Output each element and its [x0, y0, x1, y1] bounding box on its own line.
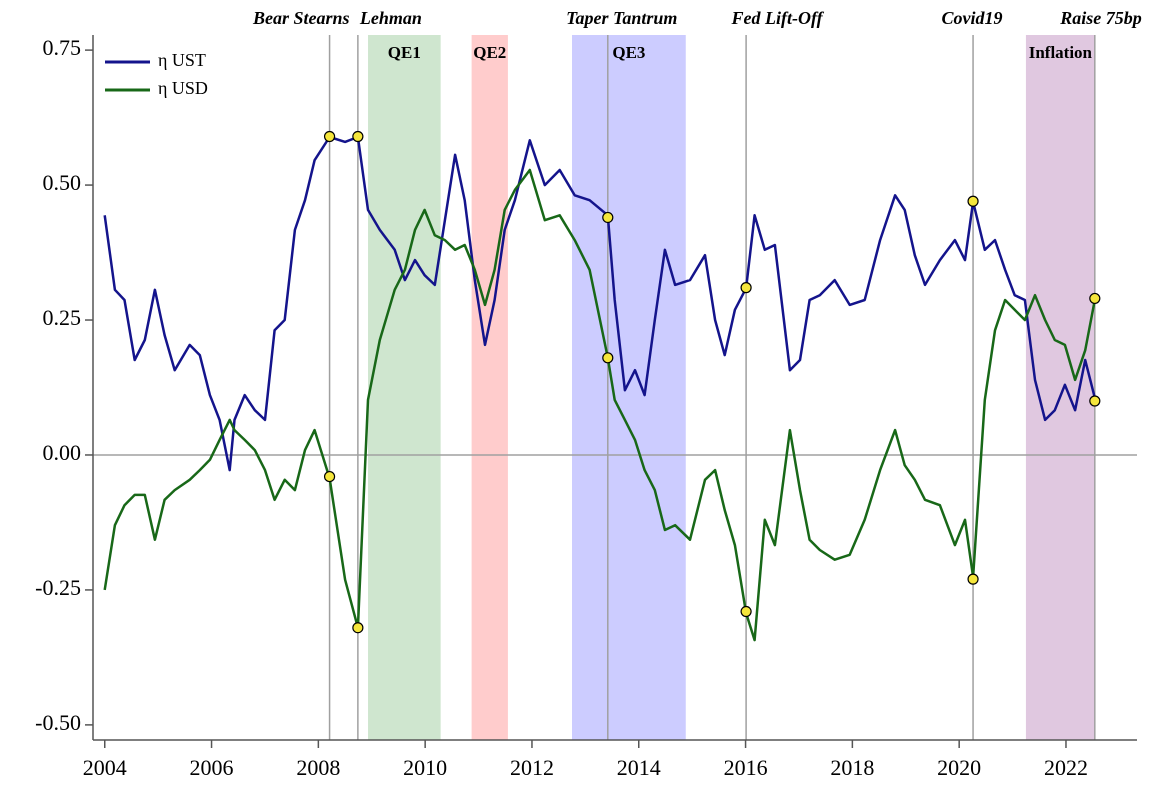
- x-tick-label: 2006: [190, 755, 234, 780]
- region-label: QE2: [473, 43, 506, 62]
- shaded-region: [368, 35, 441, 740]
- event-marker: [1089, 395, 1101, 407]
- event-label: Raise 75bp: [1059, 8, 1142, 28]
- y-tick-label: 0.25: [43, 305, 82, 330]
- x-tick-label: 2022: [1044, 755, 1088, 780]
- legend-label: η UST: [158, 50, 206, 70]
- event-marker: [1089, 292, 1101, 305]
- event-label: Taper Tantrum: [566, 8, 677, 28]
- event-marker: [323, 470, 336, 483]
- event-marker: [352, 622, 364, 634]
- event-marker: [740, 605, 752, 618]
- series-line: [103, 135, 1097, 472]
- y-tick-label: 0.00: [43, 440, 82, 465]
- event-label: Fed Lift-Off: [731, 8, 825, 28]
- event-marker: [740, 282, 752, 294]
- event-label: Lehman: [359, 8, 422, 28]
- region-label: Inflation: [1029, 43, 1093, 62]
- shaded-region: [471, 35, 508, 740]
- event-marker: [967, 573, 979, 585]
- x-tick-label: 2008: [296, 755, 340, 780]
- y-tick-label: 0.75: [43, 35, 82, 60]
- y-tick-label: -0.50: [35, 710, 81, 735]
- event-marker: [967, 195, 979, 207]
- x-tick-label: 2004: [83, 755, 127, 780]
- event-marker: [352, 130, 364, 143]
- x-tick-label: 2014: [617, 755, 661, 780]
- y-tick-label: -0.25: [35, 575, 81, 600]
- y-tick-label: 0.50: [43, 170, 82, 195]
- event-label: Bear Stearns: [252, 8, 350, 28]
- region-label: QE1: [388, 43, 421, 62]
- x-tick-label: 2010: [403, 755, 447, 780]
- series-line: [103, 168, 1097, 642]
- x-tick-label: 2012: [510, 755, 554, 780]
- legend-label: η USD: [158, 78, 208, 98]
- x-tick-label: 2016: [724, 755, 768, 780]
- shaded-region: [572, 35, 686, 740]
- event-marker: [323, 130, 336, 143]
- region-label: QE3: [612, 43, 645, 62]
- event-marker: [602, 352, 614, 364]
- event-marker: [602, 211, 614, 224]
- event-label: Covid19: [942, 8, 1003, 28]
- x-tick-label: 2018: [830, 755, 874, 780]
- x-tick-label: 2020: [937, 755, 981, 780]
